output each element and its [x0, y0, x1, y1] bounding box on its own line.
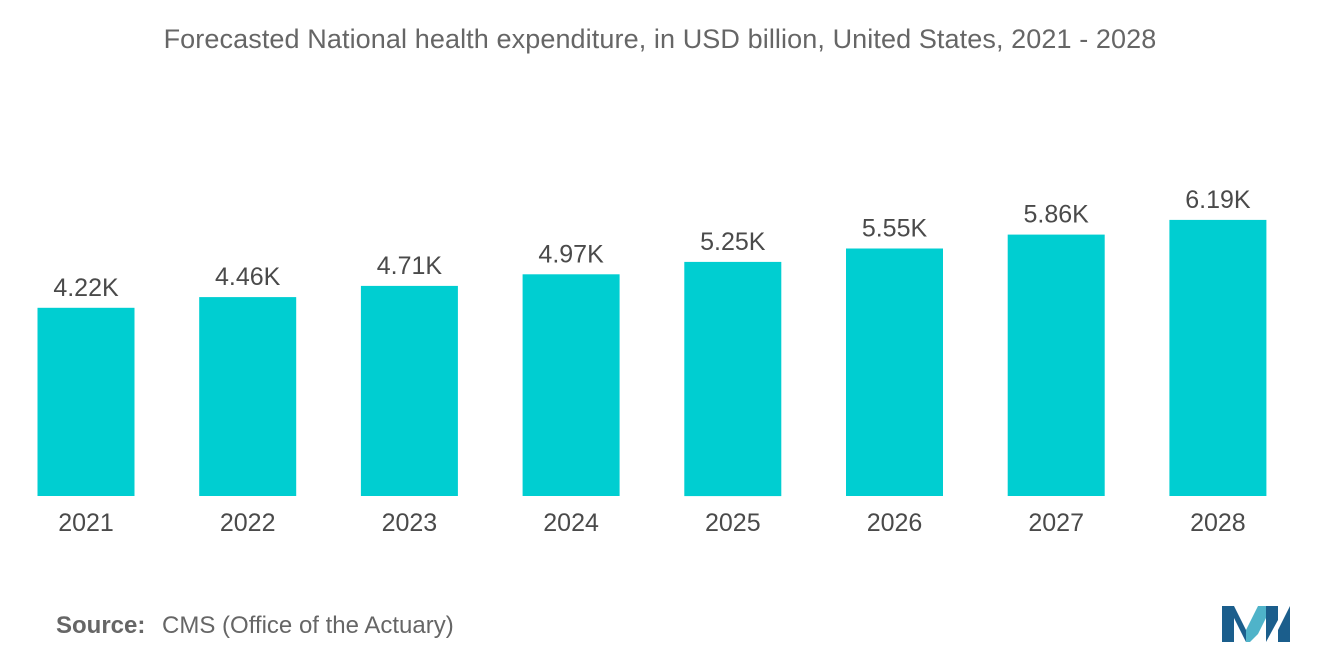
bar-2022	[199, 297, 297, 496]
bar-2023	[360, 285, 458, 496]
bar-2024	[522, 274, 620, 496]
data-label-2021: 4.22K	[53, 274, 119, 302]
x-tick-label-2024: 2024	[543, 509, 599, 537]
data-label-2023: 4.71K	[377, 252, 443, 280]
x-tick-label-2021: 2021	[58, 509, 114, 537]
bar-2021	[37, 307, 135, 496]
company-logo-icon	[1222, 606, 1290, 642]
bar-2025	[684, 261, 782, 497]
source-label: Source:	[56, 612, 146, 639]
bar-2027	[1007, 234, 1105, 496]
bar-2026	[846, 248, 943, 496]
x-tick-label-2022: 2022	[220, 509, 276, 537]
data-label-2022: 4.46K	[215, 263, 281, 291]
source-note: Source: CMS (Office of the Actuary)	[56, 612, 454, 640]
x-tick-label-2027: 2027	[1028, 509, 1084, 537]
data-label-2025: 5.25K	[700, 228, 766, 256]
x-tick-label-2023: 2023	[382, 509, 438, 537]
data-label-2024: 4.97K	[538, 240, 604, 268]
data-label-2028: 6.19K	[1185, 186, 1251, 214]
data-label-2026: 5.55K	[862, 215, 928, 243]
x-tick-label-2025: 2025	[705, 509, 761, 537]
data-label-2027: 5.86K	[1024, 201, 1090, 229]
bar-2028	[1169, 219, 1267, 496]
x-tick-label-2026: 2026	[867, 509, 923, 537]
source-text: CMS (Office of the Actuary)	[162, 612, 454, 639]
bar-chart: 4.22K 2021 4.46K 2022 4.71K 2023 4.97K 2024 5.25…	[37, 186, 1267, 537]
chart-title: Forecasted National health expenditure, …	[163, 24, 1157, 54]
x-tick-label-2028: 2028	[1190, 509, 1246, 537]
